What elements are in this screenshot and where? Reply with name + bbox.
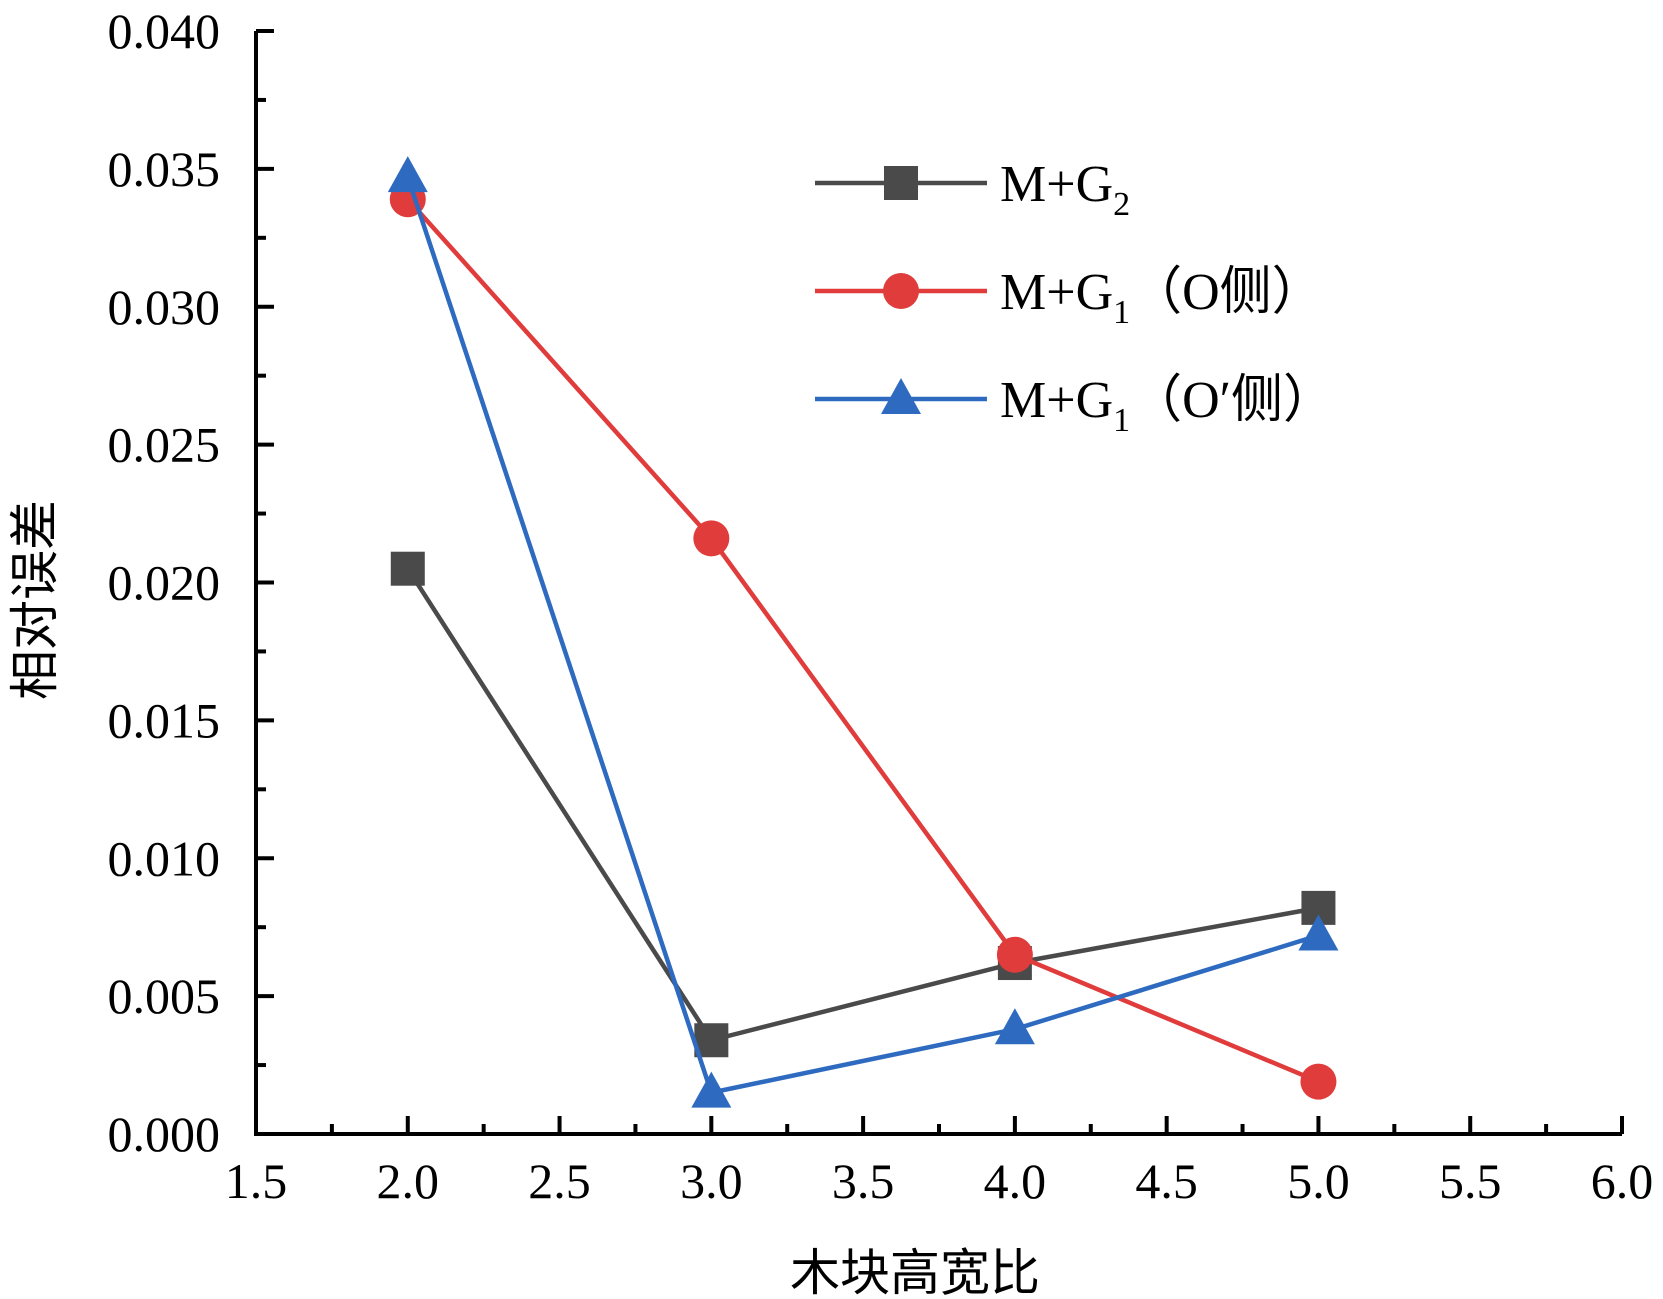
- data-point-circle: [996, 936, 1033, 973]
- plot-area: 0.000 0.005 0.010 0.015 0.020 0.025 0.030 0.035…: [108, 3, 1654, 1209]
- legend-item-3: M+G1（O′侧）: [815, 372, 1335, 439]
- x-ticks: 1.5 2.0 2.5 3.0 3.5 4.0 4.5 5.0 5.5 6.0: [225, 1116, 1654, 1209]
- y-ticks: 0.000 0.005 0.010 0.015 0.020 0.025 0.030 0.035…: [108, 3, 274, 1162]
- legend-marker-triangle: [881, 378, 921, 414]
- legend-item-1: M+G2: [815, 156, 1130, 223]
- x-tick-label: 4.0: [984, 1153, 1047, 1209]
- series-3: [387, 156, 1339, 1108]
- legend-label: M+G1（O侧）: [1000, 264, 1324, 331]
- y-tick-label: 0.005: [108, 968, 221, 1024]
- y-tick-label: 0.000: [108, 1106, 221, 1162]
- x-tick-label: 3.0: [680, 1153, 743, 1209]
- legend-label: M+G2: [1000, 156, 1130, 223]
- x-axis-title: 木块高宽比: [790, 1244, 1040, 1299]
- data-point-square: [390, 551, 425, 586]
- x-tick-label: 5.5: [1439, 1153, 1502, 1209]
- data-point-circle: [693, 520, 730, 557]
- series-1: [390, 551, 1336, 1058]
- x-tick-label: 1.5: [225, 1153, 288, 1209]
- x-tick-label: 3.5: [832, 1153, 895, 1209]
- series-line: [405, 176, 1320, 1095]
- legend-marker-square: [884, 166, 918, 200]
- y-axis-title: 相对误差: [6, 500, 64, 700]
- data-point-triangle: [1298, 914, 1339, 951]
- x-tick-label: 5.0: [1287, 1153, 1350, 1209]
- y-tick-label: 0.030: [108, 279, 221, 335]
- legend-marker-circle: [883, 273, 919, 309]
- series-line: [406, 197, 1320, 1084]
- x-tick-label: 2.5: [528, 1153, 591, 1209]
- legend-item-2: M+G1（O侧）: [815, 264, 1324, 331]
- legend: M+G2 M+G1（O侧） M+G1（O′侧）: [815, 156, 1335, 439]
- y-tick-label: 0.010: [108, 830, 221, 886]
- x-tick-label: 4.5: [1135, 1153, 1198, 1209]
- y-tick-label: 0.035: [108, 141, 221, 197]
- y-tick-label: 0.040: [108, 3, 221, 59]
- data-point-triangle: [387, 156, 428, 193]
- data-point-triangle: [691, 1071, 732, 1108]
- y-tick-label: 0.020: [108, 555, 221, 611]
- x-tick-label: 6.0: [1591, 1153, 1654, 1209]
- y-tick-label: 0.025: [108, 417, 221, 473]
- data-point-circle: [1300, 1063, 1337, 1100]
- x-tick-label: 2.0: [377, 1153, 440, 1209]
- series-line: [405, 567, 1319, 1043]
- legend-label: M+G1（O′侧）: [1000, 372, 1335, 439]
- y-tick-label: 0.015: [108, 692, 221, 748]
- series-layer: [387, 156, 1339, 1108]
- data-point-triangle: [994, 1008, 1035, 1045]
